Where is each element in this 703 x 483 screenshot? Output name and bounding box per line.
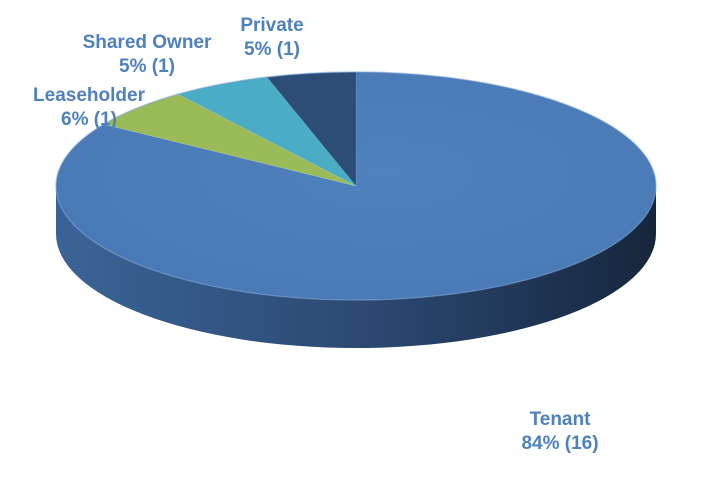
pie-rim bbox=[55, 71, 657, 301]
slice-label-leaseholder: Leaseholder 6% (1) bbox=[4, 84, 174, 132]
slice-name-tenant: Tenant bbox=[529, 409, 591, 430]
pie-side-wall bbox=[56, 186, 656, 348]
slice-label-tenant: Tenant 84% (16) bbox=[470, 408, 650, 456]
pie-side-band bbox=[56, 186, 656, 348]
slice-value-private: 5% (1) bbox=[244, 39, 300, 60]
slice-value-tenant: 84% (16) bbox=[521, 433, 599, 454]
slice-label-shared-owner: Shared Owner 5% (1) bbox=[72, 31, 222, 79]
slice-name-private: Private bbox=[240, 15, 304, 36]
slice-value-shared-owner: 5% (1) bbox=[119, 56, 175, 77]
slice-value-leaseholder: 6% (1) bbox=[61, 109, 117, 130]
slice-name-shared-owner: Shared Owner bbox=[82, 32, 212, 53]
pie-slices bbox=[55, 71, 657, 301]
slice-label-private: Private 5% (1) bbox=[212, 14, 332, 62]
slice-name-leaseholder: Leaseholder bbox=[33, 85, 145, 106]
